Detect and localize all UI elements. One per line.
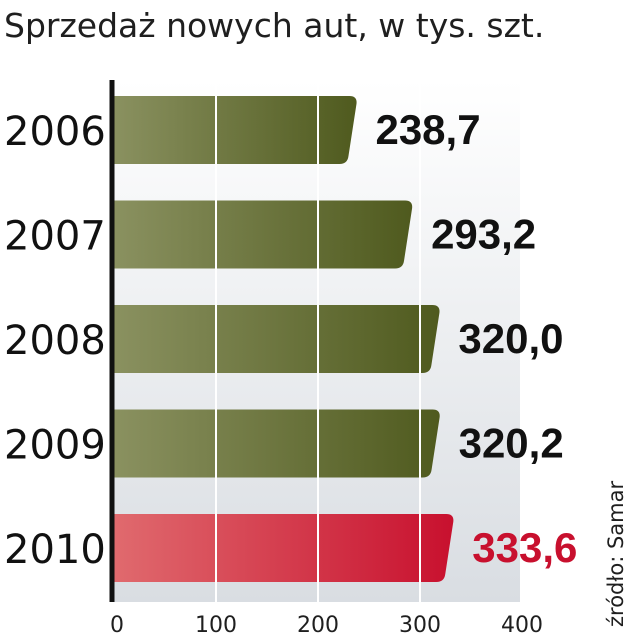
x-tick-label-200: 200 <box>297 613 339 638</box>
bar-2010 <box>114 514 454 582</box>
value-label-2006: 238,7 <box>375 106 480 153</box>
x-tick-label-300: 300 <box>399 613 441 638</box>
x-tick-label-0: 0 <box>110 613 124 638</box>
value-label-2008: 320,0 <box>458 315 563 362</box>
bar-2008 <box>114 305 440 373</box>
source-note: źródło: Samar <box>604 480 628 627</box>
category-label-2007: 2007 <box>4 214 106 260</box>
x-tick-label-400: 400 <box>501 613 543 638</box>
chart-title: Sprzedaż nowych aut, w tys. szt. <box>4 6 545 45</box>
category-label-2009: 2009 <box>4 423 106 469</box>
value-label-2010: 333,6 <box>472 524 577 571</box>
bar-2007 <box>114 200 413 269</box>
bar-2006 <box>114 96 357 164</box>
value-label-2009: 320,2 <box>459 420 564 467</box>
x-tick-label-100: 100 <box>195 613 237 638</box>
category-label-2010: 2010 <box>4 527 106 573</box>
value-label-2007: 293,2 <box>431 211 536 258</box>
category-label-2006: 2006 <box>4 109 106 155</box>
bar-2009 <box>114 409 440 478</box>
category-label-2008: 2008 <box>4 318 106 364</box>
